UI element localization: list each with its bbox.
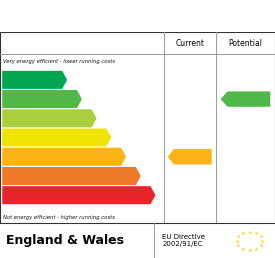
- Text: G: G: [158, 190, 166, 200]
- Text: D: D: [114, 133, 122, 142]
- Text: A: A: [69, 75, 77, 85]
- Text: C: C: [99, 113, 106, 123]
- Text: (81-91): (81-91): [6, 96, 31, 102]
- Text: (39-54): (39-54): [6, 154, 31, 159]
- Text: Not energy efficient - higher running costs: Not energy efficient - higher running co…: [3, 215, 115, 220]
- Text: E: E: [128, 152, 135, 162]
- Polygon shape: [2, 186, 155, 204]
- Text: 50: 50: [185, 152, 199, 162]
- Polygon shape: [2, 90, 82, 108]
- Polygon shape: [168, 149, 212, 164]
- Text: 86: 86: [241, 94, 255, 104]
- Polygon shape: [2, 128, 111, 147]
- Text: Energy Efficiency Rating: Energy Efficiency Rating: [8, 10, 192, 23]
- Text: F: F: [143, 171, 150, 181]
- Polygon shape: [2, 148, 126, 166]
- Polygon shape: [2, 71, 67, 89]
- Polygon shape: [221, 91, 270, 107]
- Text: (69-80): (69-80): [6, 116, 31, 121]
- Text: Very energy efficient - lower running costs: Very energy efficient - lower running co…: [3, 59, 115, 64]
- Text: B: B: [84, 94, 92, 104]
- Polygon shape: [2, 167, 141, 185]
- Text: England & Wales: England & Wales: [6, 234, 123, 247]
- Text: Current: Current: [175, 39, 204, 48]
- Text: EU Directive
2002/91/EC: EU Directive 2002/91/EC: [162, 234, 205, 247]
- Text: (92 plus): (92 plus): [6, 77, 36, 82]
- Text: Potential: Potential: [229, 39, 262, 48]
- Polygon shape: [2, 109, 97, 127]
- Text: (55-68): (55-68): [6, 135, 31, 140]
- Text: (1-20): (1-20): [6, 193, 27, 198]
- Text: (21-38): (21-38): [6, 173, 31, 179]
